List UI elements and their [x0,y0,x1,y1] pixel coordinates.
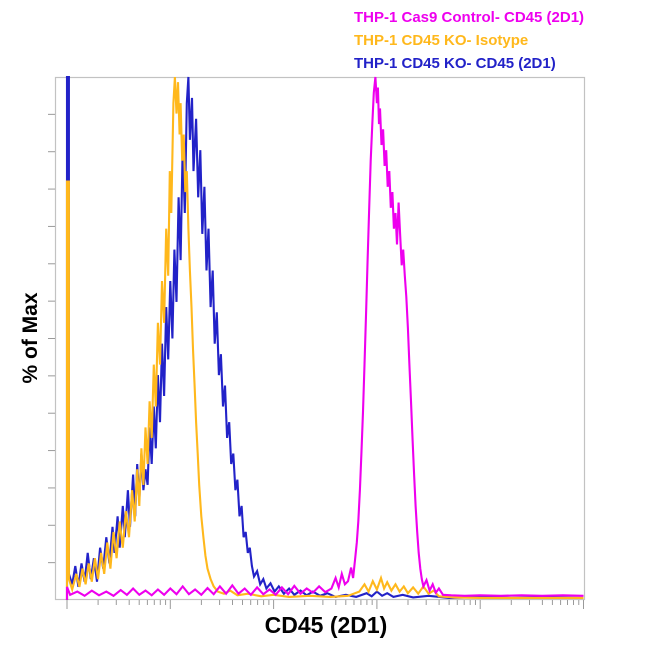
x-axis-label: CD45 (2D1) [264,612,388,638]
legend-item-cas9-control: THP-1 Cas9 Control- CD45 (2D1) [354,9,585,26]
histogram-trace [65,76,584,600]
histogram-trace [65,76,584,600]
histogram-trace [65,75,584,600]
legend-item-ko-cd45: THP-1 CD45 KO- CD45 (2D1) [354,55,556,72]
chart-legend: THP-1 Cas9 Control- CD45 (2D1) THP-1 CD4… [354,6,584,75]
legend-item-ko-isotype: THP-1 CD45 KO- Isotype [354,32,529,49]
